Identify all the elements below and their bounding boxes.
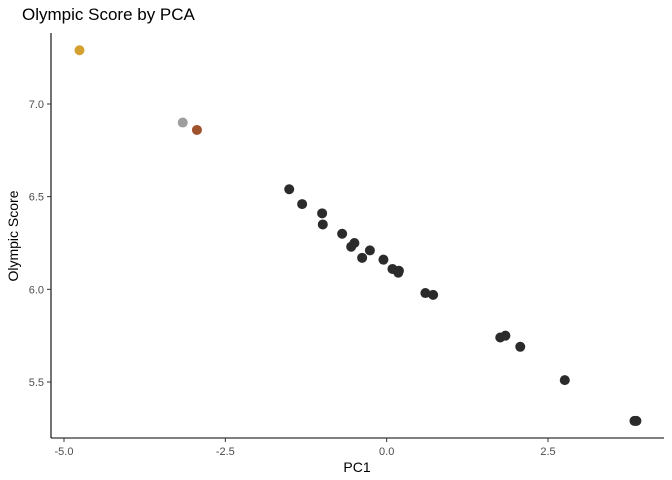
data-point-gold [74, 45, 85, 56]
data-point-other [364, 245, 375, 256]
data-point-silver [177, 117, 188, 128]
x-axis-ticks: -5.0 -2.5 0.0 2.5 [55, 438, 556, 458]
data-points [74, 45, 642, 426]
data-point-other [317, 219, 328, 230]
data-point-other [284, 184, 295, 195]
data-point-other [515, 341, 526, 352]
y-tick-label: 7.0 [29, 99, 44, 111]
x-tick-label: -5.0 [55, 446, 74, 458]
chart-title: Olympic Score by PCA [22, 5, 196, 24]
x-tick-label: 0.0 [379, 446, 394, 458]
plot-panel: -5.0 -2.5 0.0 2.5 5.5 6.0 6.5 7.0 [29, 33, 664, 458]
data-point-bronze [191, 124, 202, 135]
x-axis-title: PC1 [343, 459, 370, 475]
y-axis-ticks: 5.5 6.0 6.5 7.0 [29, 99, 51, 389]
data-point-other [500, 330, 511, 341]
y-tick-label: 6.0 [29, 284, 44, 296]
data-point-other [420, 288, 431, 299]
data-point-other [337, 228, 348, 239]
data-point-other [297, 199, 308, 210]
data-point-other [631, 415, 642, 426]
data-point-other [357, 252, 368, 263]
x-tick-label: 2.5 [540, 446, 555, 458]
data-point-other [428, 289, 439, 300]
data-point-other [346, 241, 357, 252]
data-point-other [559, 375, 570, 386]
y-axis-title: Olympic Score [5, 190, 21, 281]
data-point-other [393, 267, 404, 278]
data-point-other [317, 208, 328, 219]
y-tick-label: 6.5 [29, 192, 44, 204]
y-tick-label: 5.5 [29, 377, 44, 389]
x-tick-label: -2.5 [216, 446, 235, 458]
data-point-other [378, 254, 389, 265]
